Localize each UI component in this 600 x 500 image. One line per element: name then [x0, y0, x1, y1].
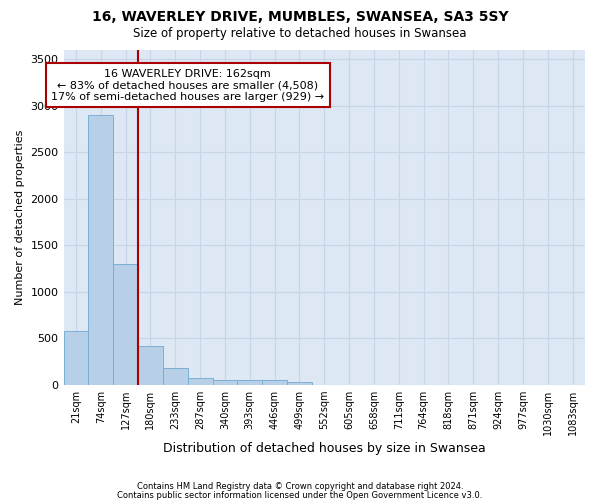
Text: 16 WAVERLEY DRIVE: 162sqm
← 83% of detached houses are smaller (4,508)
17% of se: 16 WAVERLEY DRIVE: 162sqm ← 83% of detac… [51, 68, 324, 102]
Bar [262, 380, 287, 385]
Text: Contains public sector information licensed under the Open Government Licence v3: Contains public sector information licen… [118, 490, 482, 500]
Bar [287, 382, 312, 385]
Bar [64, 331, 88, 385]
Bar [188, 378, 212, 385]
Y-axis label: Number of detached properties: Number of detached properties [15, 130, 25, 305]
Bar [138, 346, 163, 385]
Bar [163, 368, 188, 385]
Text: Contains HM Land Registry data © Crown copyright and database right 2024.: Contains HM Land Registry data © Crown c… [137, 482, 463, 491]
X-axis label: Distribution of detached houses by size in Swansea: Distribution of detached houses by size … [163, 442, 485, 455]
Text: 16, WAVERLEY DRIVE, MUMBLES, SWANSEA, SA3 5SY: 16, WAVERLEY DRIVE, MUMBLES, SWANSEA, SA… [92, 10, 508, 24]
Bar [113, 264, 138, 385]
Bar [88, 115, 113, 385]
Bar [238, 380, 262, 385]
Text: Size of property relative to detached houses in Swansea: Size of property relative to detached ho… [133, 28, 467, 40]
Bar [212, 380, 238, 385]
